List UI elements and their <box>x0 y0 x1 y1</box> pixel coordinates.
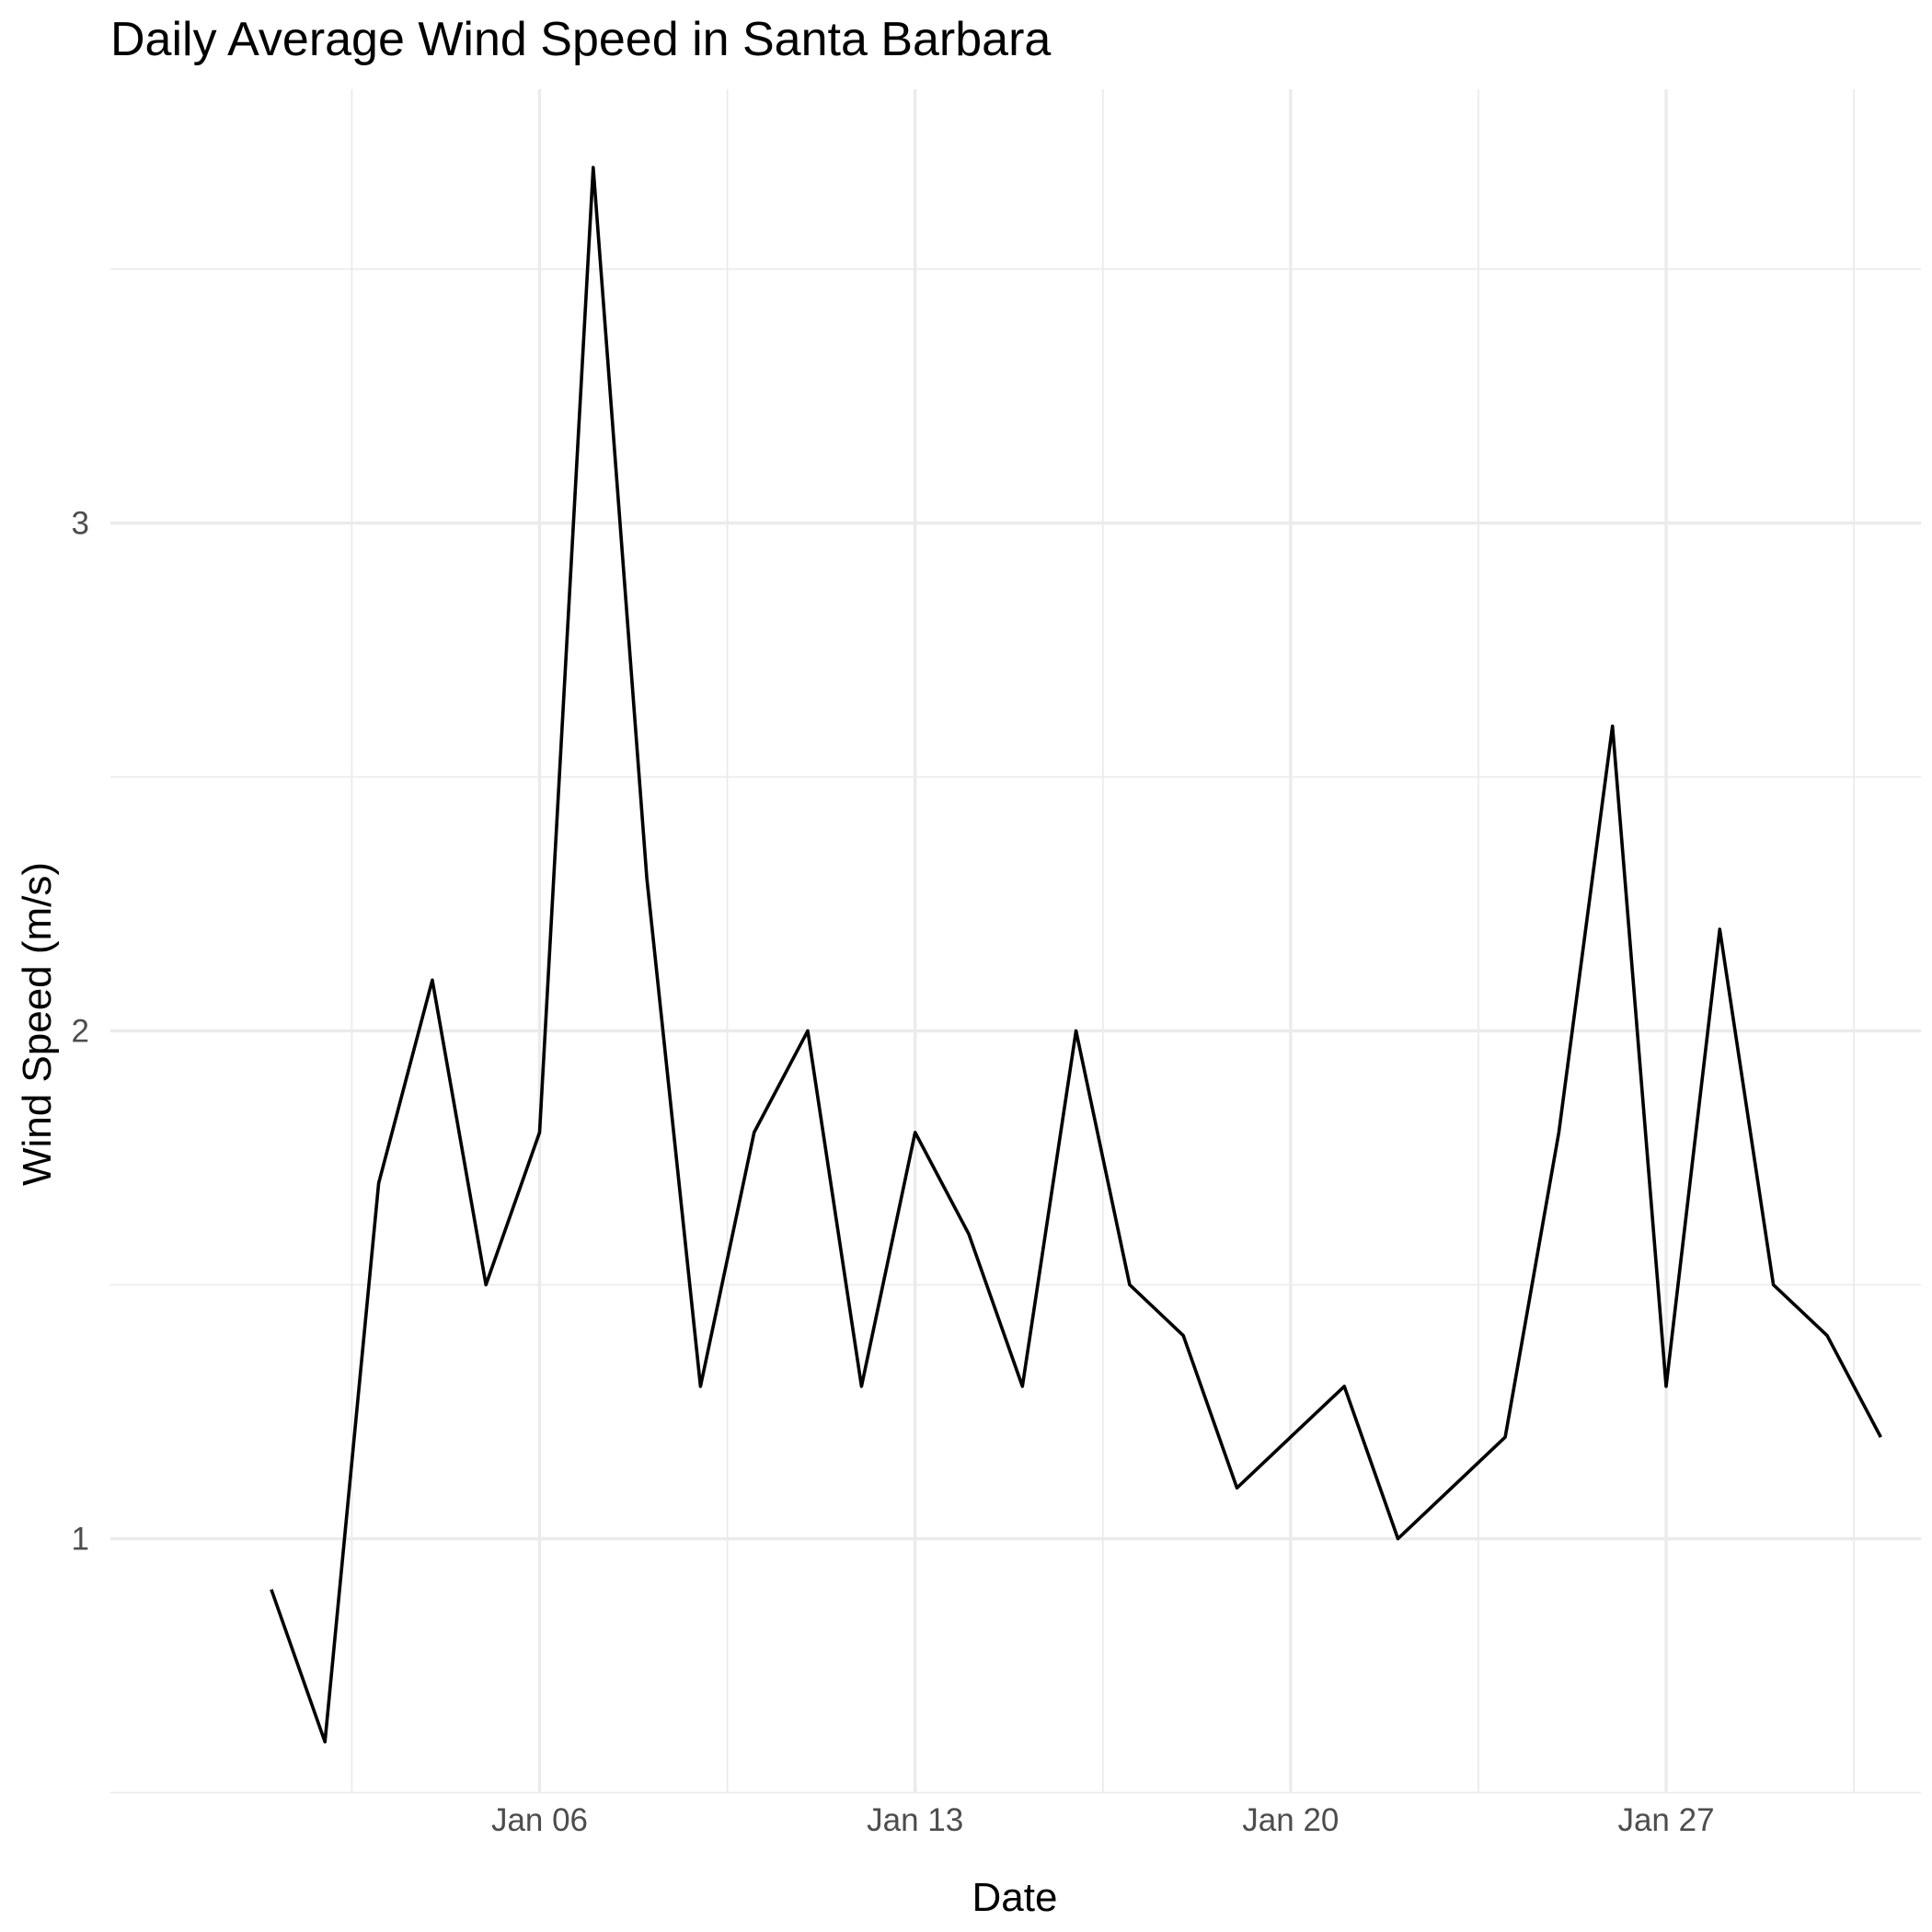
y-tick-label: 1 <box>72 1522 89 1558</box>
chart-title: Daily Average Wind Speed in Santa Barbar… <box>110 13 1051 66</box>
x-axis-tick-labels: Jan 06 Jan 13 Jan 20 Jan 27 <box>491 1802 1715 1838</box>
y-axis-title: Wind Speed (m/s) <box>15 862 60 1186</box>
x-tick-label: Jan 06 <box>491 1802 588 1838</box>
minor-gridlines <box>110 89 1921 1794</box>
x-tick-label: Jan 20 <box>1242 1802 1339 1838</box>
x-tick-label: Jan 13 <box>867 1802 963 1838</box>
y-tick-label: 3 <box>72 506 89 542</box>
major-gridlines <box>110 89 1921 1792</box>
y-axis-tick-labels: 1 2 3 <box>72 506 89 1558</box>
series-layer <box>270 166 1882 1744</box>
x-tick-label: Jan 27 <box>1617 1802 1714 1838</box>
x-axis-title: Date <box>972 1875 1058 1920</box>
wind-speed-line <box>270 166 1882 1744</box>
y-tick-label: 2 <box>72 1014 89 1050</box>
